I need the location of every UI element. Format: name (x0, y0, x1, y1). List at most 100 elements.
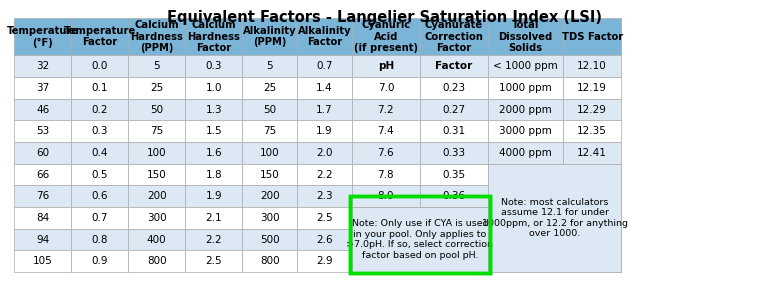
Text: 2.2: 2.2 (316, 170, 333, 179)
Text: Equivalent Factors - Langelier Saturation Index (LSI): Equivalent Factors - Langelier Saturatio… (167, 10, 602, 25)
Bar (242, 164, 297, 185)
Text: 7.2: 7.2 (378, 105, 394, 115)
Text: 100: 100 (260, 148, 280, 158)
Bar (14, 142, 71, 164)
Text: 1.8: 1.8 (205, 170, 222, 179)
Bar (563, 250, 622, 272)
Text: 7.4: 7.4 (378, 126, 394, 136)
Text: 300: 300 (260, 213, 280, 223)
Bar (488, 120, 563, 142)
Text: 2.2: 2.2 (205, 234, 222, 245)
Text: 76: 76 (36, 191, 49, 201)
Text: 2000 ppm: 2000 ppm (499, 105, 552, 115)
Bar (128, 164, 185, 185)
Bar (420, 229, 488, 250)
Bar (128, 185, 185, 207)
Bar (420, 207, 488, 229)
Text: 2.5: 2.5 (316, 213, 333, 223)
Bar (71, 99, 128, 120)
Text: Note: Only use if CYA is used
in your pool. Only applies to
>7.0pH. If so, selec: Note: Only use if CYA is used in your po… (347, 219, 493, 259)
Text: 75: 75 (150, 126, 163, 136)
Bar (352, 120, 420, 142)
Bar (488, 250, 563, 272)
Text: 0.7: 0.7 (91, 213, 108, 223)
Text: 0.33: 0.33 (442, 148, 466, 158)
Text: 25: 25 (150, 83, 163, 93)
Bar (128, 120, 185, 142)
Bar (420, 18, 488, 55)
Bar (352, 229, 420, 250)
Text: 4000 ppm: 4000 ppm (499, 148, 552, 158)
Bar (352, 207, 488, 272)
Text: 75: 75 (263, 126, 277, 136)
Text: Alkalinity
(PPM): Alkalinity (PPM) (243, 26, 296, 48)
Text: 2.3: 2.3 (316, 191, 333, 201)
Bar (185, 18, 242, 55)
Text: 32: 32 (36, 61, 49, 71)
Bar (420, 164, 488, 185)
Bar (128, 55, 185, 77)
Bar (488, 77, 563, 99)
Bar (185, 250, 242, 272)
Bar (352, 164, 420, 185)
Text: 1.3: 1.3 (205, 105, 222, 115)
Bar (14, 229, 71, 250)
Text: 200: 200 (147, 191, 166, 201)
Bar (71, 120, 128, 142)
Bar (185, 142, 242, 164)
Text: 0.6: 0.6 (91, 191, 108, 201)
Text: 1.6: 1.6 (205, 148, 222, 158)
Bar (352, 55, 420, 77)
Bar (14, 55, 71, 77)
Text: 7.0: 7.0 (378, 83, 394, 93)
Bar (297, 164, 352, 185)
Bar (563, 99, 622, 120)
Bar (297, 55, 352, 77)
Bar (71, 229, 128, 250)
Text: 300: 300 (147, 213, 166, 223)
Text: pH: pH (378, 61, 394, 71)
Bar (297, 18, 352, 55)
Bar (488, 18, 563, 55)
Text: 3000 ppm: 3000 ppm (499, 126, 552, 136)
Text: 0.31: 0.31 (442, 126, 466, 136)
Bar (242, 55, 297, 77)
Text: 0.0: 0.0 (91, 61, 108, 71)
Bar (563, 120, 622, 142)
Bar (488, 164, 622, 272)
Text: Temperature
Factor: Temperature Factor (64, 26, 136, 48)
Bar (352, 77, 420, 99)
Text: 53: 53 (36, 126, 49, 136)
Bar (488, 229, 563, 250)
Bar (14, 99, 71, 120)
Bar (352, 207, 420, 229)
Text: 50: 50 (263, 105, 276, 115)
Bar (563, 229, 622, 250)
Text: 2.5: 2.5 (205, 256, 222, 266)
Bar (420, 120, 488, 142)
Text: 0.4: 0.4 (91, 148, 108, 158)
Bar (14, 185, 71, 207)
Text: 1.9: 1.9 (316, 126, 333, 136)
Bar (242, 120, 297, 142)
Bar (563, 185, 622, 207)
Text: 12.19: 12.19 (577, 83, 607, 93)
Bar (420, 55, 488, 77)
Text: Total
Dissolved
Solids: Total Dissolved Solids (499, 20, 553, 53)
Bar (352, 18, 420, 55)
Bar (297, 142, 352, 164)
Text: 12.10: 12.10 (578, 61, 607, 71)
Bar (352, 185, 420, 207)
Bar (128, 18, 185, 55)
Text: 8.0: 8.0 (378, 191, 394, 201)
Bar (128, 207, 185, 229)
Bar (185, 77, 242, 99)
Text: 1.5: 1.5 (205, 126, 222, 136)
Bar (185, 207, 242, 229)
Bar (297, 185, 352, 207)
Text: 0.35: 0.35 (442, 170, 466, 179)
Text: 200: 200 (260, 191, 280, 201)
Bar (128, 99, 185, 120)
Bar (14, 250, 71, 272)
Text: 0.23: 0.23 (442, 83, 466, 93)
